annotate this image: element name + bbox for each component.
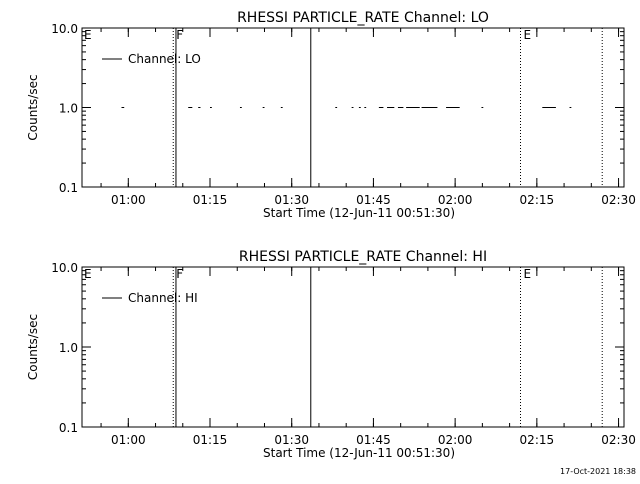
chart-title: RHESSI PARTICLE_RATE Channel: HI: [239, 249, 487, 265]
footer-timestamp: 17-Oct-2021 18:38: [560, 467, 636, 476]
edge-event-label: E: [84, 28, 92, 42]
x-axis-label: Start Time (12-Jun-11 00:51:30): [263, 206, 455, 220]
x-tick-label: 02:00: [438, 193, 473, 207]
y-axis-label: Counts/sec: [26, 74, 40, 140]
y-axis-label: Counts/sec: [26, 314, 40, 380]
x-tick-label: 01:45: [356, 433, 391, 447]
x-tick-label: 02:15: [520, 193, 555, 207]
x-tick-label: 01:30: [274, 433, 309, 447]
y-tick-label: 10.0: [51, 261, 78, 275]
x-tick-label: 01:00: [111, 433, 146, 447]
legend-entry: Channel: HI: [128, 291, 198, 305]
x-tick-label: 01:15: [193, 193, 228, 207]
x-tick-label: 02:30: [601, 193, 636, 207]
x-axis-label: Start Time (12-Jun-11 00:51:30): [263, 446, 455, 460]
y-tick-label: 0.1: [59, 421, 78, 435]
y-tick-label: 1.0: [59, 102, 78, 116]
x-tick-label: 01:15: [193, 433, 228, 447]
event-line-label: F: [176, 28, 183, 42]
x-tick-label: 01:00: [111, 193, 146, 207]
y-tick-label: 0.1: [59, 181, 78, 195]
x-tick-label: 01:30: [274, 193, 309, 207]
legend-entry: Channel: LO: [128, 52, 201, 66]
x-tick-label: 02:00: [438, 433, 473, 447]
x-tick-label: 01:45: [356, 193, 391, 207]
event-line-label: E: [524, 28, 532, 42]
y-tick-label: 1.0: [59, 341, 78, 355]
y-tick-label: 10.0: [51, 22, 78, 36]
x-tick-label: 02:30: [601, 433, 636, 447]
event-line-label: E: [524, 267, 532, 281]
edge-event-label: E: [84, 267, 92, 281]
chart-title: RHESSI PARTICLE_RATE Channel: LO: [237, 10, 489, 26]
event-line-label: F: [176, 267, 183, 281]
x-tick-label: 02:15: [520, 433, 555, 447]
